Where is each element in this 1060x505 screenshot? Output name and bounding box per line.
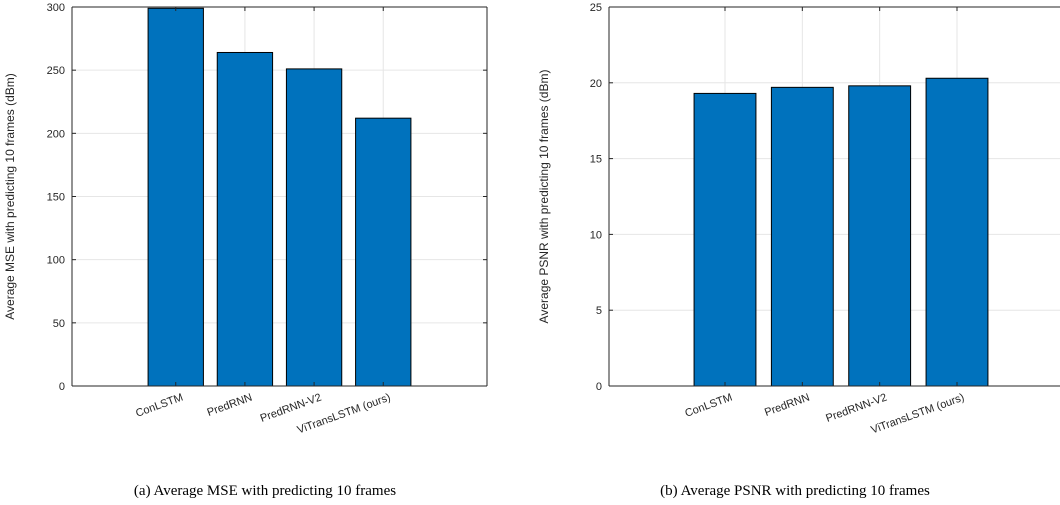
y-tick-label-5: 250 (47, 65, 65, 77)
x-tick-label-0: ConLSTM (134, 392, 185, 420)
caption-mse: (a) Average MSE with predicting 10 frame… (133, 483, 397, 499)
y-tick-label-1: 5 (596, 305, 602, 317)
y-tick-label-3: 150 (47, 192, 65, 204)
x-tick-label-1: PredRNN (763, 392, 811, 419)
caption-psnr: (b) Average PSNR with predicting 10 fram… (660, 483, 930, 499)
y-tick-label-1: 50 (53, 318, 65, 330)
x-tick-label-2: PredRNN-V2 (824, 392, 888, 425)
bar-3 (925, 77, 989, 387)
y-tick-label-2: 100 (47, 255, 65, 267)
bar-1 (770, 86, 834, 387)
bar-1 (216, 51, 274, 387)
y-tick-label-5: 25 (590, 2, 602, 14)
y-tick-label-3: 15 (590, 154, 602, 166)
chart-panel-psnr: 0 5 10 15 20 25 ConLSTM PredRNN PredRNN-V2 ViTran… (530, 0, 1060, 505)
plot-area (609, 7, 1060, 386)
y-tick-label-6: 300 (47, 2, 65, 14)
y-tick-label-4: 20 (590, 78, 602, 90)
y-tick-label-0: 0 (59, 381, 65, 393)
chart-panel-mse: 0 50 100 150 200 250 300 ConLSTM PredRNN PredRNN-… (3, 2, 488, 499)
y-tick-label-4: 200 (47, 128, 65, 140)
x-tick-label-1: PredRNN (206, 392, 254, 419)
bar-2 (848, 85, 912, 387)
bar-0 (147, 7, 204, 387)
x-tick-label-0: ConLSTM (683, 392, 734, 420)
bar-2 (285, 68, 343, 387)
bar-0 (693, 92, 757, 387)
y-tick-label-2: 10 (590, 229, 602, 241)
y-axis-label: Average MSE with predicting 10 frames (d… (3, 73, 17, 320)
bar-3 (355, 117, 412, 387)
y-tick-label-0: 0 (596, 381, 602, 393)
y-axis-label: Average PSNR with predicting 10 frames (… (537, 70, 551, 324)
